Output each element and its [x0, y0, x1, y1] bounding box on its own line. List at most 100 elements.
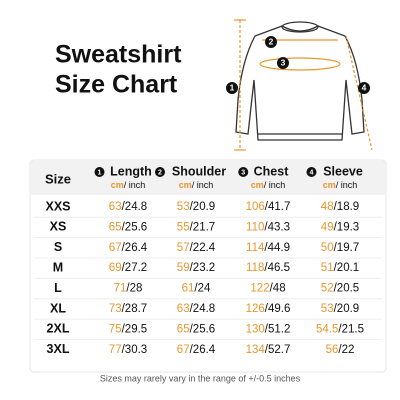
measurement: 51/20.1 [321, 262, 359, 274]
inch-value: 24 [198, 283, 211, 295]
size-label: L [54, 281, 62, 295]
measurement: 49/19.3 [321, 221, 359, 233]
separator: / [122, 201, 126, 213]
separator: / [122, 262, 126, 274]
separator: / [265, 201, 269, 213]
marker-number: 1 [98, 169, 102, 176]
measurement: 71/28 [114, 283, 143, 295]
inch-value: 25.6 [193, 323, 215, 335]
inch-value: 19.7 [337, 242, 359, 254]
measurement: 48/18.9 [321, 201, 359, 213]
measurement: 126/49.6 [246, 303, 291, 315]
unit-cm: cm [323, 180, 336, 190]
marker-circle [94, 167, 105, 177]
inch-value: 25.6 [125, 221, 147, 233]
measurement: 61/24 [182, 283, 211, 295]
separator: / [126, 283, 130, 295]
inch-value: 52.7 [268, 344, 290, 356]
measurement: 52/20.5 [321, 283, 359, 295]
cm-value: 63 [177, 303, 190, 315]
cm-value: 63 [109, 201, 122, 213]
measurement: 53/20.9 [321, 303, 359, 315]
footer-note: Sizes may rarely vary in the range of +/… [100, 373, 301, 383]
separator: / [334, 262, 338, 274]
measurement: 77/30.3 [109, 344, 147, 356]
cm-value: 75 [109, 323, 122, 335]
separator: / [122, 344, 126, 356]
column-header: Sleeve [323, 164, 363, 178]
inch-value: 44.9 [268, 242, 290, 254]
unit-inch: / inch [192, 180, 214, 190]
measurement: 122/48 [250, 283, 285, 295]
measurement: 134/52.7 [246, 344, 291, 356]
cm-value: 114 [246, 242, 265, 254]
cm-value: 65 [177, 323, 190, 335]
measurement: 73/28.7 [109, 303, 147, 315]
unit-inch: / inch [264, 180, 286, 190]
inch-value: 21.7 [193, 221, 215, 233]
cm-value: 50 [321, 242, 334, 254]
cm-value: 106 [246, 201, 265, 213]
measurement: 63/24.8 [177, 303, 215, 315]
measurement: 110/43.3 [246, 221, 290, 233]
measurement: 53/20.9 [177, 201, 215, 213]
separator: / [265, 344, 269, 356]
marker-circle [226, 82, 238, 94]
cm-value: 48 [321, 201, 334, 213]
measurement: 67/26.4 [177, 344, 216, 356]
marker-number: 4 [310, 169, 314, 176]
size-header: Size [45, 171, 71, 186]
separator: / [190, 323, 194, 335]
separator: / [334, 242, 338, 254]
cm-value: 110 [246, 221, 264, 233]
separator: / [122, 221, 126, 233]
separator: / [190, 344, 194, 356]
measurement: 57/22.4 [177, 242, 216, 254]
separator: / [190, 262, 194, 274]
separator: / [338, 323, 342, 335]
measurement: 65/25.6 [109, 221, 147, 233]
size-label: XXS [45, 199, 70, 213]
cm-value: 65 [109, 221, 122, 233]
separator: / [334, 221, 338, 233]
size-label: XS [50, 220, 67, 234]
marker-number: 1 [230, 83, 235, 93]
separator: / [122, 242, 126, 254]
inch-value: 21.5 [342, 323, 364, 335]
separator: / [265, 303, 269, 315]
cm-value: 52 [321, 283, 334, 295]
inch-value: 26.4 [193, 344, 216, 356]
measurement: 50/19.7 [321, 242, 359, 254]
inch-value: 24.8 [193, 303, 215, 315]
measurement: 54.5/21.5 [316, 323, 364, 335]
marker-circle [265, 36, 277, 48]
cm-value: 73 [109, 303, 122, 315]
cm-value: 69 [109, 262, 122, 274]
cm-value: 77 [109, 344, 122, 356]
measurement: 59/23.2 [177, 262, 215, 274]
cm-value: 49 [321, 221, 334, 233]
separator: / [264, 262, 268, 274]
inch-value: 27.2 [125, 262, 147, 274]
unit-cm: cm [179, 180, 192, 190]
inch-value: 46.5 [268, 262, 290, 274]
cm-value: 55 [177, 221, 190, 233]
inch-value: 24.8 [125, 201, 147, 213]
separator: / [190, 303, 194, 315]
inch-value: 18.9 [337, 201, 359, 213]
inch-value: 26.4 [125, 242, 148, 254]
separator: / [194, 283, 198, 295]
separator: / [334, 283, 338, 295]
cm-value: 53 [321, 303, 334, 315]
cm-value: 59 [177, 262, 190, 274]
separator: / [334, 303, 338, 315]
size-label: 2XL [47, 322, 70, 336]
measurement: 75/29.5 [109, 323, 147, 335]
cm-value: 126 [246, 303, 265, 315]
unit-label: cm/ inch [111, 180, 146, 190]
inch-value: 51.2 [268, 323, 290, 335]
title-line: Sweatshirt [55, 41, 182, 69]
marker-number: 2 [269, 37, 274, 47]
measurement: 69/27.2 [109, 262, 147, 274]
